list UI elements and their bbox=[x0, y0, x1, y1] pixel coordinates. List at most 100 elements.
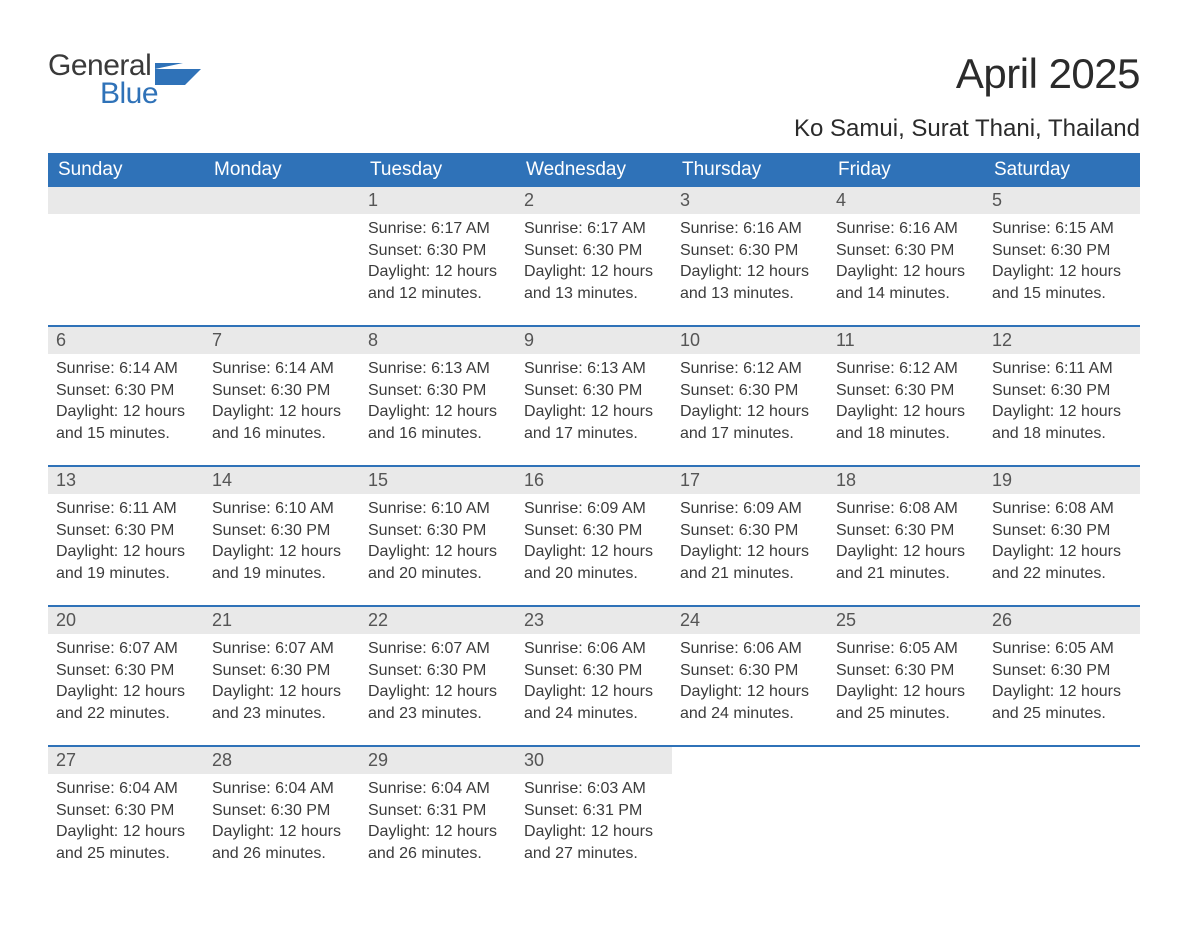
brand-logo: General Blue bbox=[48, 50, 201, 109]
weekday-header: Tuesday bbox=[360, 153, 516, 187]
day-number: 28 bbox=[204, 747, 360, 774]
sunset-value: 6:30 PM bbox=[739, 662, 799, 679]
sunset-value: 6:30 PM bbox=[271, 522, 331, 539]
day-number: 13 bbox=[48, 467, 204, 494]
day-number: 25 bbox=[828, 607, 984, 634]
sunset-value: 6:30 PM bbox=[739, 522, 799, 539]
daylight-label: Daylight: bbox=[836, 263, 903, 280]
weekday-header: Saturday bbox=[984, 153, 1140, 187]
daylight-label: Daylight: bbox=[836, 403, 903, 420]
sunset-line: Sunset: 6:30 PM bbox=[212, 520, 352, 542]
sunset-label: Sunset: bbox=[836, 242, 895, 259]
sunset-line: Sunset: 6:30 PM bbox=[836, 660, 976, 682]
sunrise-value: 6:08 AM bbox=[1055, 500, 1114, 517]
calendar-cell: 18Sunrise: 6:08 AMSunset: 6:30 PMDayligh… bbox=[828, 467, 984, 605]
daylight-label: Daylight: bbox=[368, 543, 435, 560]
daylight-line: Daylight: 12 hours and 16 minutes. bbox=[212, 401, 352, 444]
calendar-cell bbox=[984, 747, 1140, 885]
sunrise-line: Sunrise: 6:11 AM bbox=[56, 498, 196, 520]
sunset-value: 6:30 PM bbox=[895, 522, 955, 539]
day-number: 17 bbox=[672, 467, 828, 494]
daylight-line: Daylight: 12 hours and 16 minutes. bbox=[368, 401, 508, 444]
daylight-line: Daylight: 12 hours and 20 minutes. bbox=[524, 541, 664, 584]
calendar-cell: 11Sunrise: 6:12 AMSunset: 6:30 PMDayligh… bbox=[828, 327, 984, 465]
day-number: 1 bbox=[360, 187, 516, 214]
sunset-line: Sunset: 6:30 PM bbox=[680, 240, 820, 262]
daylight-label: Daylight: bbox=[680, 403, 747, 420]
day-number: 16 bbox=[516, 467, 672, 494]
day-details: Sunrise: 6:14 AMSunset: 6:30 PMDaylight:… bbox=[48, 354, 204, 444]
sunset-value: 6:30 PM bbox=[115, 382, 175, 399]
day-number: 18 bbox=[828, 467, 984, 494]
day-details: Sunrise: 6:12 AMSunset: 6:30 PMDaylight:… bbox=[672, 354, 828, 444]
sunset-value: 6:30 PM bbox=[1051, 242, 1111, 259]
day-number: 27 bbox=[48, 747, 204, 774]
day-details: Sunrise: 6:17 AMSunset: 6:30 PMDaylight:… bbox=[360, 214, 516, 304]
sunrise-label: Sunrise: bbox=[56, 360, 119, 377]
sunrise-line: Sunrise: 6:17 AM bbox=[368, 218, 508, 240]
sunrise-value: 6:14 AM bbox=[119, 360, 178, 377]
sunrise-line: Sunrise: 6:13 AM bbox=[524, 358, 664, 380]
sunrise-value: 6:04 AM bbox=[119, 780, 178, 797]
daylight-label: Daylight: bbox=[368, 403, 435, 420]
sunrise-label: Sunrise: bbox=[524, 360, 587, 377]
daylight-label: Daylight: bbox=[992, 263, 1059, 280]
calendar-week-row: 6Sunrise: 6:14 AMSunset: 6:30 PMDaylight… bbox=[48, 327, 1140, 465]
sunrise-value: 6:13 AM bbox=[587, 360, 646, 377]
sunrise-value: 6:06 AM bbox=[587, 640, 646, 657]
daylight-label: Daylight: bbox=[680, 683, 747, 700]
daylight-label: Daylight: bbox=[992, 683, 1059, 700]
sunset-value: 6:30 PM bbox=[1051, 382, 1111, 399]
daylight-line: Daylight: 12 hours and 12 minutes. bbox=[368, 261, 508, 304]
daylight-line: Daylight: 12 hours and 27 minutes. bbox=[524, 821, 664, 864]
sunrise-value: 6:17 AM bbox=[587, 220, 646, 237]
calendar-week-row: 1Sunrise: 6:17 AMSunset: 6:30 PMDaylight… bbox=[48, 187, 1140, 325]
sunrise-label: Sunrise: bbox=[212, 780, 275, 797]
sunrise-label: Sunrise: bbox=[212, 640, 275, 657]
weekday-header-row: SundayMondayTuesdayWednesdayThursdayFrid… bbox=[48, 153, 1140, 187]
sunset-label: Sunset: bbox=[212, 662, 271, 679]
daylight-line: Daylight: 12 hours and 21 minutes. bbox=[680, 541, 820, 584]
day-number: 4 bbox=[828, 187, 984, 214]
calendar-cell: 15Sunrise: 6:10 AMSunset: 6:30 PMDayligh… bbox=[360, 467, 516, 605]
sunset-value: 6:30 PM bbox=[427, 522, 487, 539]
daylight-line: Daylight: 12 hours and 22 minutes. bbox=[992, 541, 1132, 584]
sunset-value: 6:30 PM bbox=[115, 522, 175, 539]
sunrise-label: Sunrise: bbox=[524, 500, 587, 517]
day-number: 30 bbox=[516, 747, 672, 774]
sunrise-label: Sunrise: bbox=[992, 640, 1055, 657]
daylight-label: Daylight: bbox=[56, 823, 123, 840]
sunset-line: Sunset: 6:30 PM bbox=[524, 660, 664, 682]
sunset-line: Sunset: 6:30 PM bbox=[680, 660, 820, 682]
sunset-line: Sunset: 6:30 PM bbox=[56, 660, 196, 682]
sunset-value: 6:30 PM bbox=[583, 522, 643, 539]
sunset-label: Sunset: bbox=[368, 662, 427, 679]
calendar-cell: 3Sunrise: 6:16 AMSunset: 6:30 PMDaylight… bbox=[672, 187, 828, 325]
sunrise-value: 6:08 AM bbox=[899, 500, 958, 517]
sunrise-line: Sunrise: 6:05 AM bbox=[992, 638, 1132, 660]
sunset-label: Sunset: bbox=[56, 802, 115, 819]
sunrise-value: 6:13 AM bbox=[431, 360, 490, 377]
sunrise-label: Sunrise: bbox=[524, 780, 587, 797]
daylight-line: Daylight: 12 hours and 19 minutes. bbox=[212, 541, 352, 584]
calendar-cell: 12Sunrise: 6:11 AMSunset: 6:30 PMDayligh… bbox=[984, 327, 1140, 465]
calendar-cell: 19Sunrise: 6:08 AMSunset: 6:30 PMDayligh… bbox=[984, 467, 1140, 605]
sunrise-label: Sunrise: bbox=[836, 360, 899, 377]
daylight-line: Daylight: 12 hours and 26 minutes. bbox=[368, 821, 508, 864]
daylight-label: Daylight: bbox=[212, 683, 279, 700]
daylight-line: Daylight: 12 hours and 23 minutes. bbox=[212, 681, 352, 724]
sunset-value: 6:30 PM bbox=[271, 382, 331, 399]
sunrise-label: Sunrise: bbox=[56, 500, 119, 517]
sunrise-label: Sunrise: bbox=[56, 640, 119, 657]
daylight-line: Daylight: 12 hours and 18 minutes. bbox=[992, 401, 1132, 444]
sunset-value: 6:30 PM bbox=[1051, 522, 1111, 539]
sunset-label: Sunset: bbox=[836, 382, 895, 399]
daylight-line: Daylight: 12 hours and 13 minutes. bbox=[680, 261, 820, 304]
daylight-line: Daylight: 12 hours and 22 minutes. bbox=[56, 681, 196, 724]
sunset-label: Sunset: bbox=[680, 522, 739, 539]
day-details: Sunrise: 6:04 AMSunset: 6:30 PMDaylight:… bbox=[48, 774, 204, 864]
day-details: Sunrise: 6:10 AMSunset: 6:30 PMDaylight:… bbox=[360, 494, 516, 584]
daylight-label: Daylight: bbox=[680, 263, 747, 280]
sunrise-value: 6:10 AM bbox=[275, 500, 334, 517]
sunset-value: 6:30 PM bbox=[271, 802, 331, 819]
